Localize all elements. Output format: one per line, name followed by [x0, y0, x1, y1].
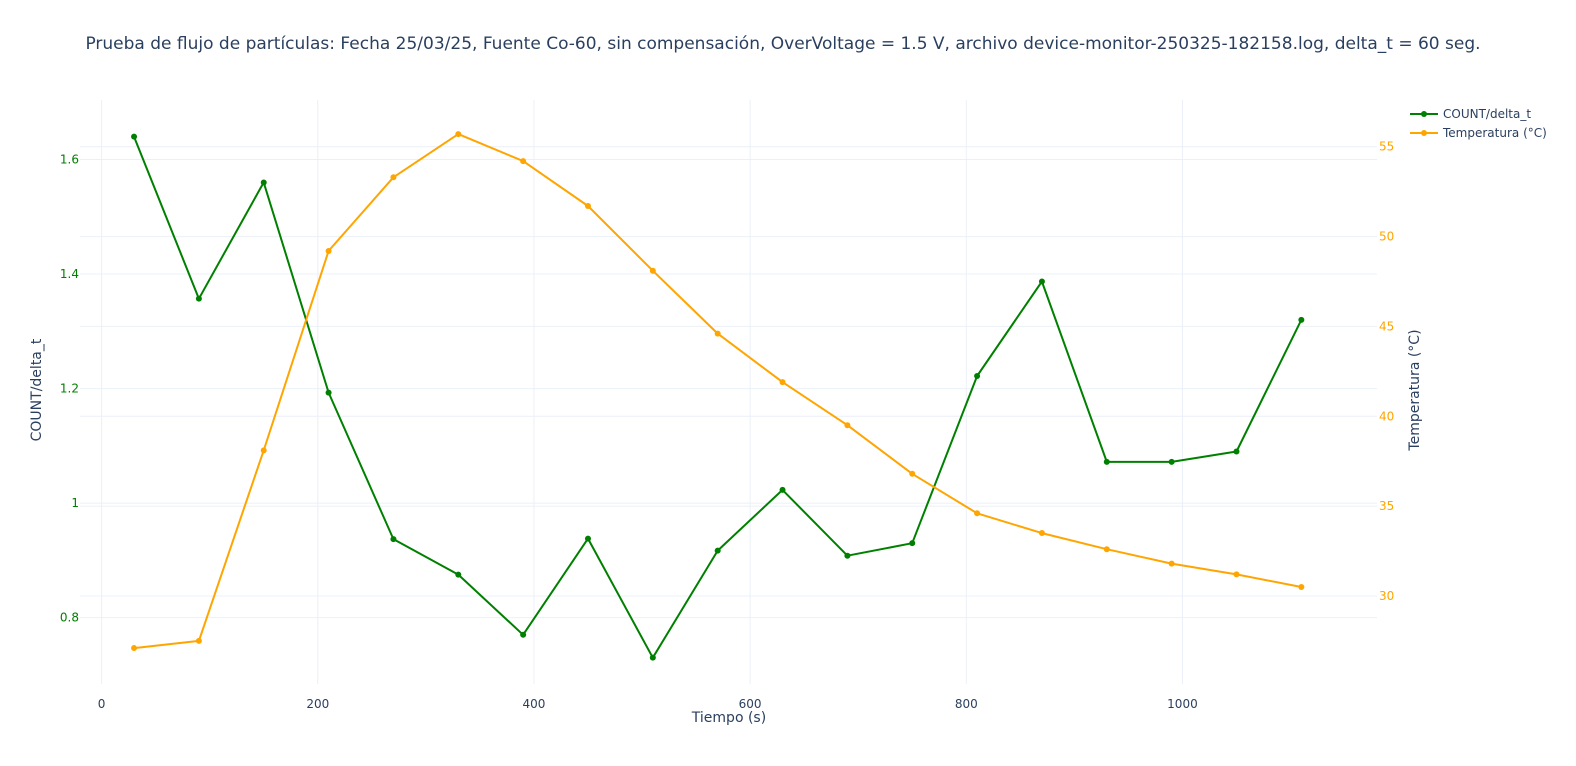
data-point-count: [1298, 316, 1305, 323]
y-tick-label: 1: [71, 496, 79, 510]
y-tick-label: 1.2: [60, 382, 79, 396]
data-point-temperatura: [844, 422, 851, 429]
data-point-temperatura: [131, 645, 138, 652]
legend: COUNT/delta_t Temperatura (°C): [1410, 107, 1547, 140]
y2-tick-label: 35: [1379, 499, 1394, 513]
data-point-count: [390, 536, 397, 543]
data-point-temperatura: [649, 267, 656, 274]
legend-marker-temperatura: [1421, 130, 1427, 136]
data-point-count: [195, 295, 202, 302]
data-point-temperatura: [1168, 560, 1175, 567]
y2-axis-title: Temperatura (°C): [1407, 329, 1423, 451]
data-point-temperatura: [195, 637, 202, 644]
x-tick-label: 200: [306, 697, 329, 711]
x-tick-label: 0: [98, 697, 106, 711]
data-point-temperatura: [390, 174, 397, 181]
data-point-count: [1168, 458, 1175, 465]
chart-title: Prueba de flujo de partículas: Fecha 25/…: [85, 34, 1480, 54]
data-point-temperatura: [909, 470, 916, 477]
data-point-count: [520, 631, 527, 638]
y2-tick-label: 45: [1379, 319, 1394, 333]
legend-label-count: COUNT/delta_t: [1443, 107, 1531, 121]
x-tick-label: 1000: [1167, 697, 1198, 711]
y-tick-label: 1.6: [60, 153, 79, 167]
data-point-temperatura: [1298, 583, 1305, 590]
axis-layer: Prueba de flujo de partículas: Fecha 25/…: [29, 34, 1481, 726]
data-point-count: [584, 535, 591, 542]
y2-tick-label: 50: [1379, 230, 1394, 244]
x-axis-title: Tiempo (s): [691, 710, 766, 726]
data-point-count: [844, 552, 851, 559]
data-point-count: [325, 389, 332, 396]
data-point-count: [909, 540, 916, 547]
data-point-count: [131, 133, 138, 140]
y2-tick-label: 40: [1379, 409, 1394, 423]
data-point-count: [779, 486, 786, 493]
data-point-temperatura: [325, 247, 332, 254]
data-point-temperatura: [1038, 530, 1045, 537]
x-tick-label: 400: [522, 697, 545, 711]
y2-tick-label: 30: [1379, 589, 1394, 603]
data-point-temperatura: [1103, 546, 1110, 553]
legend-marker-count: [1421, 111, 1427, 117]
data-point-temperatura: [714, 330, 721, 337]
data-point-count: [455, 571, 462, 578]
legend-label-temperatura: Temperatura (°C): [1442, 126, 1547, 140]
data-point-temperatura: [584, 203, 591, 210]
data-point-count: [714, 547, 721, 554]
data-point-temperatura: [779, 379, 786, 386]
y-axis-title: COUNT/delta_t: [29, 338, 45, 441]
data-point-temperatura: [260, 447, 267, 454]
x-tick-label: 600: [739, 697, 762, 711]
data-point-count: [1038, 278, 1045, 285]
data-point-count: [974, 372, 981, 379]
y-tick-label: 0.8: [60, 611, 79, 625]
y-tick-label: 1.4: [60, 267, 79, 281]
data-point-temperatura: [455, 131, 462, 138]
x-tick-label: 800: [955, 697, 978, 711]
data-point-count: [649, 654, 656, 661]
data-point-count: [1103, 458, 1110, 465]
data-point-temperatura: [520, 158, 527, 165]
data-point-count: [260, 179, 267, 186]
data-point-temperatura: [974, 510, 981, 517]
series-layer: [131, 131, 1305, 661]
data-point-count: [1233, 448, 1240, 455]
y2-tick-label: 55: [1379, 140, 1394, 154]
grid-layer: [80, 100, 1377, 684]
data-point-temperatura: [1233, 571, 1240, 578]
